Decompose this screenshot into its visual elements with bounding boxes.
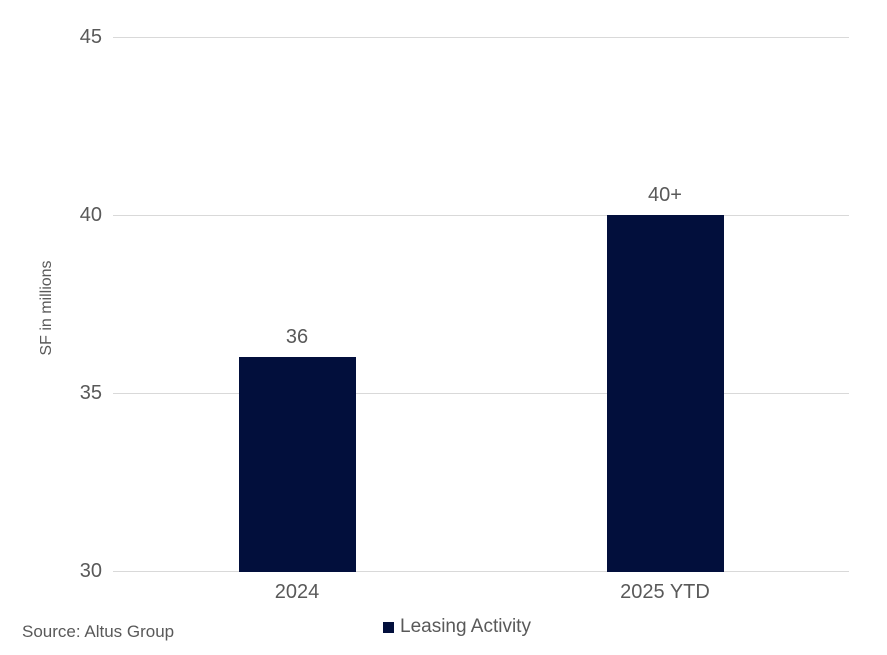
gridline (113, 214, 849, 216)
x-category-label: 2024 (274, 581, 320, 603)
gridline (113, 36, 849, 38)
legend: Leasing Activity (383, 614, 531, 640)
y-tick-label: 35 (79, 382, 102, 404)
x-category-label: 2025 YTD (620, 581, 710, 603)
y-tick-label: 30 (79, 560, 102, 582)
gridline (113, 392, 849, 394)
legend-label: Leasing Activity (400, 616, 531, 637)
bar (238, 357, 356, 572)
bar (606, 215, 724, 572)
legend-swatch-icon (383, 621, 394, 633)
bar-value-label: 40+ (648, 184, 682, 206)
bar-value-label: 36 (285, 326, 309, 349)
y-tick-label: 45 (79, 26, 102, 48)
y-axis-title: SF in millions (38, 260, 55, 356)
source-note: Source: Altus Group (22, 622, 175, 641)
y-tick-label: 40 (79, 204, 102, 226)
gridline (113, 570, 849, 572)
